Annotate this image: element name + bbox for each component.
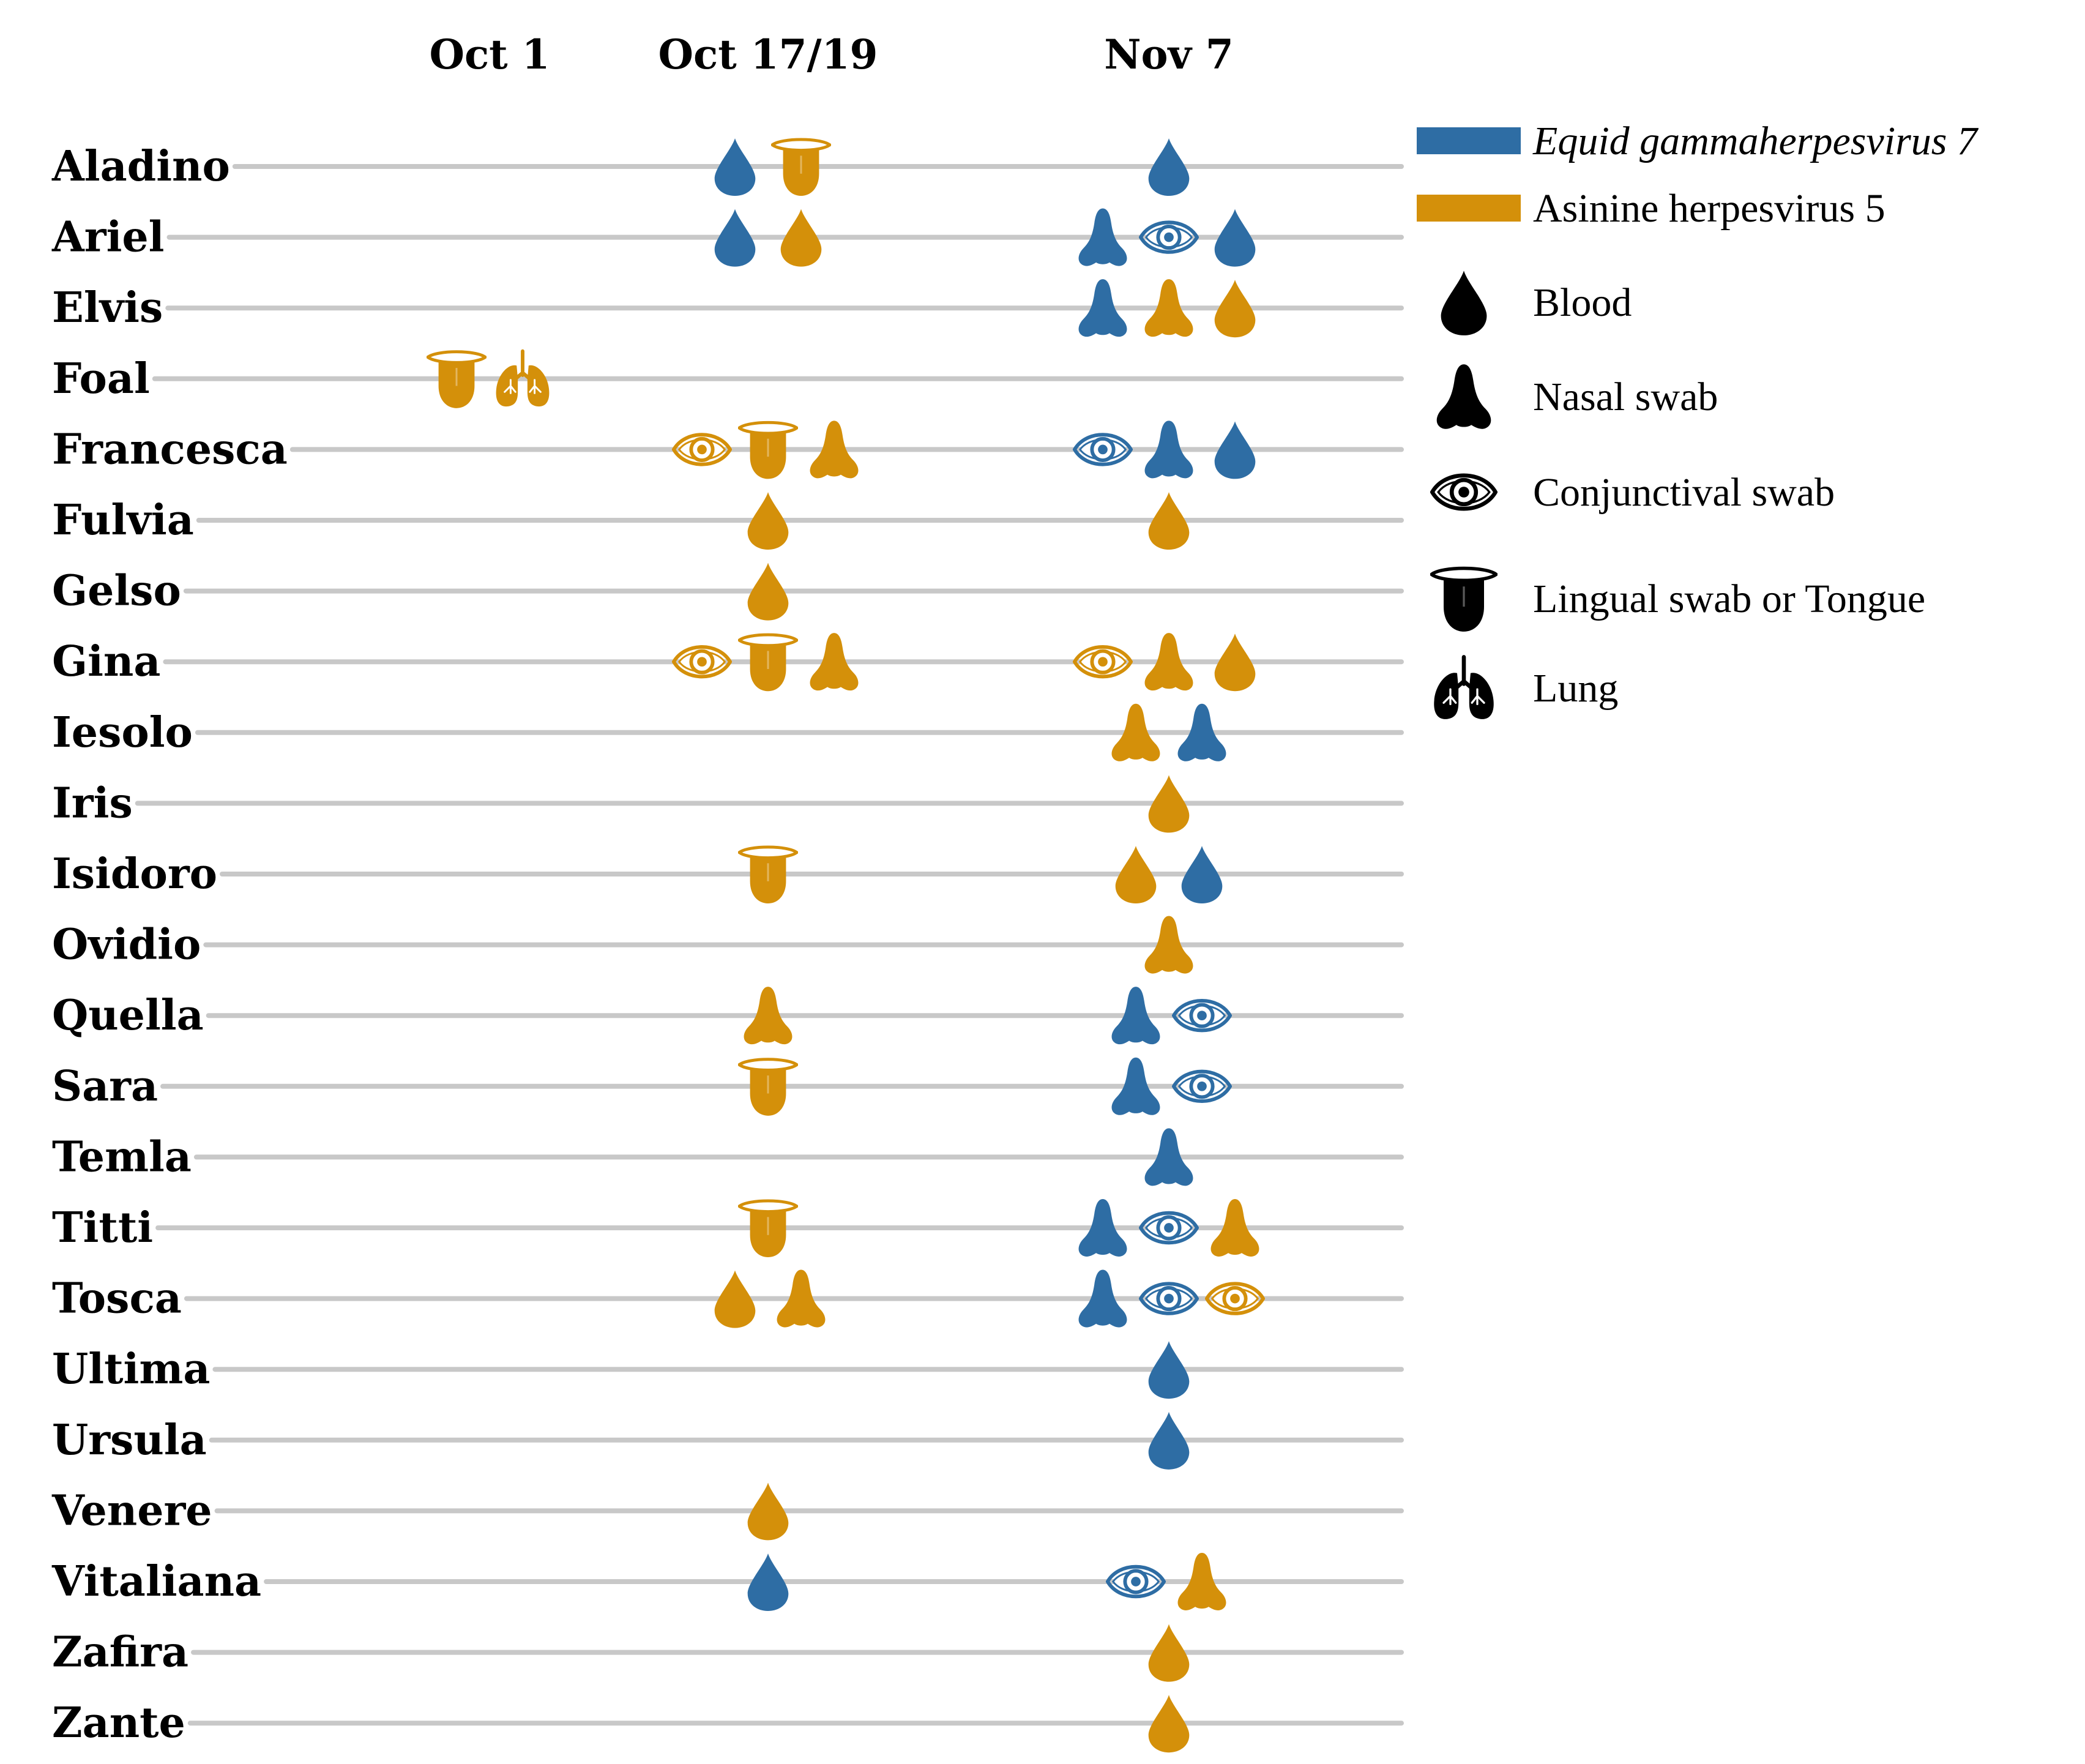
animal-row-gelso: Gelso	[52, 562, 1404, 621]
legend-label-blood: Blood	[1533, 280, 1632, 325]
blood-drop-icon	[1148, 775, 1190, 833]
blood-drop-icon	[1148, 1695, 1190, 1753]
blood-drop-icon	[747, 1553, 789, 1612]
animal-row-fulvia: Fulvia	[52, 491, 1404, 550]
animal-name: Elvis	[52, 283, 163, 332]
animal-row-ovidio: Ovidio	[52, 916, 1404, 974]
blood-drop-icon	[780, 209, 822, 267]
animal-row-francesca: Francesca	[52, 420, 1404, 479]
legend-label-ahv5: Asinine herpesvirus 5	[1533, 186, 1885, 231]
animal-name: Foal	[52, 354, 150, 403]
blood-drop-icon	[1148, 491, 1190, 550]
animal-row-quella: Quella	[52, 987, 1404, 1045]
animal-row-tosca: Tosca	[52, 1269, 1404, 1328]
animal-name: Tosca	[52, 1274, 182, 1323]
eye-icon	[1141, 1213, 1197, 1243]
blood-drop-icon	[1115, 845, 1157, 904]
animal-row-ursula: Ursula	[52, 1411, 1404, 1470]
eye-icon	[1141, 1284, 1197, 1314]
animal-name: Sara	[52, 1062, 158, 1111]
animal-name: Iesolo	[52, 708, 193, 757]
legend-tongue-icon	[1431, 569, 1496, 632]
animal-row-zante: Zante	[52, 1695, 1404, 1753]
legend-blood-drop-icon	[1441, 271, 1487, 335]
blood-drop-icon	[714, 1270, 756, 1328]
eye-icon	[1108, 1567, 1164, 1597]
animal-name: Gina	[52, 637, 160, 686]
legend-label-nasal: Nasal swab	[1533, 375, 1718, 419]
animal-row-vitaliana: Vitaliana	[51, 1552, 1404, 1612]
animal-name: Venere	[51, 1486, 212, 1535]
legend-label-conj: Conjunctival swab	[1533, 470, 1835, 515]
animal-name: Fulvia	[52, 496, 194, 545]
animal-name: Zante	[52, 1699, 185, 1747]
animal-row-ariel: Ariel	[51, 208, 1404, 267]
legend-eye-icon	[1432, 476, 1495, 509]
animal-row-iris: Iris	[52, 775, 1404, 833]
legend-swatch-ahv5	[1417, 195, 1521, 222]
eye-icon	[1141, 222, 1197, 252]
animal-name: Quella	[52, 991, 204, 1040]
animal-name: Aladino	[51, 142, 230, 191]
animal-name: Ursula	[52, 1416, 207, 1465]
blood-drop-icon	[1148, 1411, 1190, 1470]
blood-drop-icon	[1214, 633, 1256, 692]
eye-icon	[1174, 1072, 1230, 1102]
animal-row-sara: Sara	[52, 1057, 1404, 1116]
eye-icon	[674, 435, 730, 465]
animal-row-elvis: Elvis	[52, 279, 1404, 338]
date-header-oct1: Oct 1	[429, 31, 550, 78]
blood-drop-icon	[1214, 280, 1256, 338]
legend-label-lung: Lung	[1533, 666, 1618, 711]
eye-icon	[1207, 1284, 1263, 1314]
animal-row-titti: Titti	[52, 1198, 1404, 1257]
animal-row-isidoro: Isidoro	[52, 845, 1404, 904]
blood-drop-icon	[714, 138, 756, 196]
blood-drop-icon	[1148, 1341, 1190, 1399]
date-header-oct17: Oct 17/19	[658, 31, 878, 78]
animal-name: Temla	[52, 1132, 192, 1181]
legend-lung-icon	[1434, 657, 1493, 719]
animal-name: Francesca	[52, 425, 288, 474]
blood-drop-icon	[1214, 421, 1256, 479]
eye-icon	[1075, 647, 1131, 677]
animal-name: Vitaliana	[51, 1557, 261, 1606]
animal-row-ultima: Ultima	[52, 1341, 1404, 1399]
animal-row-aladino: Aladino	[51, 138, 1404, 196]
legend-label-tongue: Lingual swab or Tongue	[1533, 577, 1925, 621]
blood-drop-icon	[747, 1482, 789, 1541]
blood-drop-icon	[1181, 845, 1223, 904]
date-header-nov7: Nov 7	[1104, 31, 1234, 78]
blood-drop-icon	[1148, 1624, 1190, 1682]
animal-name: Isidoro	[52, 850, 217, 899]
legend-swatch-egh7	[1417, 127, 1521, 154]
animal-row-temla: Temla	[52, 1128, 1404, 1186]
eye-icon	[1174, 1001, 1230, 1031]
animal-row-foal: Foal	[52, 351, 1404, 408]
animal-name: Ariel	[51, 213, 165, 262]
blood-drop-icon	[747, 491, 789, 550]
animal-row-gina: Gina	[52, 633, 1404, 692]
blood-drop-icon	[1148, 138, 1190, 196]
animal-row-iesolo: Iesolo	[52, 703, 1404, 761]
eye-icon	[674, 647, 730, 677]
animal-name: Iris	[52, 779, 133, 828]
legend-nose-icon	[1436, 364, 1491, 429]
animal-name: Zafira	[52, 1628, 188, 1677]
blood-drop-icon	[714, 209, 756, 267]
eye-icon	[1075, 435, 1131, 465]
blood-drop-icon	[747, 562, 789, 621]
animal-name: Titti	[52, 1203, 153, 1252]
animal-row-venere: Venere	[51, 1482, 1404, 1541]
animal-name: Gelso	[52, 567, 181, 616]
animal-name: Ultima	[52, 1345, 210, 1394]
blood-drop-icon	[1214, 209, 1256, 267]
animal-row-zafira: Zafira	[52, 1624, 1404, 1682]
legend-label-egh7: Equid gammaherpesvirus 7	[1532, 119, 1979, 163]
animal-name: Ovidio	[52, 921, 201, 970]
